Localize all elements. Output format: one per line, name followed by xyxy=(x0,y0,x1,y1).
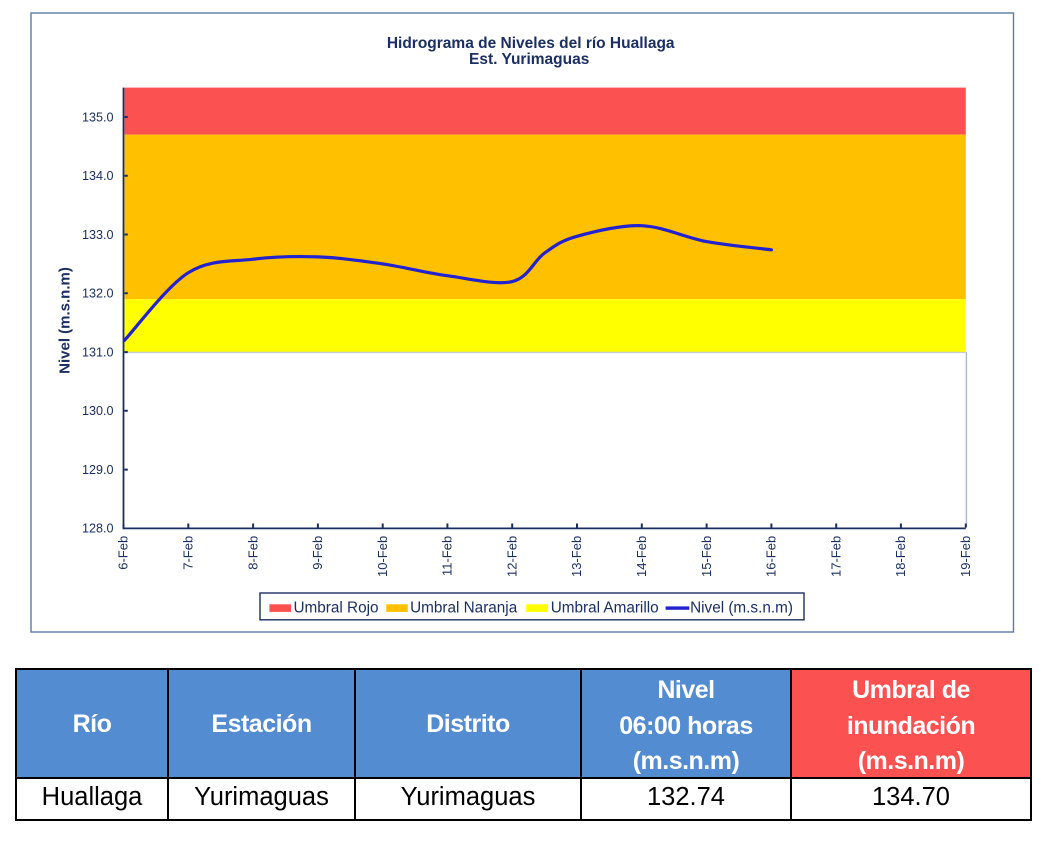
svg-text:11-Feb: 11-Feb xyxy=(440,536,455,576)
svg-text:Umbral Naranja: Umbral Naranja xyxy=(410,599,518,616)
svg-text:8-Feb: 8-Feb xyxy=(245,536,260,570)
svg-text:10-Feb: 10-Feb xyxy=(375,536,390,577)
svg-text:Hidrograma de Niveles del río: Hidrograma de Niveles del río Huallaga xyxy=(387,35,675,52)
svg-text:129.0: 129.0 xyxy=(82,463,114,477)
svg-text:9-Feb: 9-Feb xyxy=(310,536,325,570)
svg-text:Nivel (m.s.n.m): Nivel (m.s.n.m) xyxy=(56,267,73,374)
svg-text:130.0: 130.0 xyxy=(82,404,114,418)
svg-text:13-Feb: 13-Feb xyxy=(569,536,584,577)
svg-text:133.0: 133.0 xyxy=(82,228,114,242)
svg-text:19-Feb: 19-Feb xyxy=(958,536,973,577)
svg-text:132.0: 132.0 xyxy=(82,287,114,301)
svg-text:16-Feb: 16-Feb xyxy=(764,536,779,577)
svg-text:6-Feb: 6-Feb xyxy=(116,536,131,570)
svg-text:134.0: 134.0 xyxy=(82,169,114,183)
svg-text:128.0: 128.0 xyxy=(82,522,114,536)
svg-text:17-Feb: 17-Feb xyxy=(828,536,843,577)
svg-text:131.0: 131.0 xyxy=(82,345,114,359)
svg-text:Umbral Amarillo: Umbral Amarillo xyxy=(551,599,659,616)
svg-text:12-Feb: 12-Feb xyxy=(504,536,519,577)
svg-text:14-Feb: 14-Feb xyxy=(634,536,649,577)
svg-text:Nivel (m.s.n.m): Nivel (m.s.n.m) xyxy=(690,599,793,616)
svg-text:135.0: 135.0 xyxy=(82,110,114,124)
svg-text:Umbral Rojo: Umbral Rojo xyxy=(294,599,379,616)
svg-text:Est. Yurimaguas: Est. Yurimaguas xyxy=(469,51,589,68)
svg-text:7-Feb: 7-Feb xyxy=(181,536,196,570)
svg-text:18-Feb: 18-Feb xyxy=(893,536,908,577)
svg-text:15-Feb: 15-Feb xyxy=(699,536,714,577)
